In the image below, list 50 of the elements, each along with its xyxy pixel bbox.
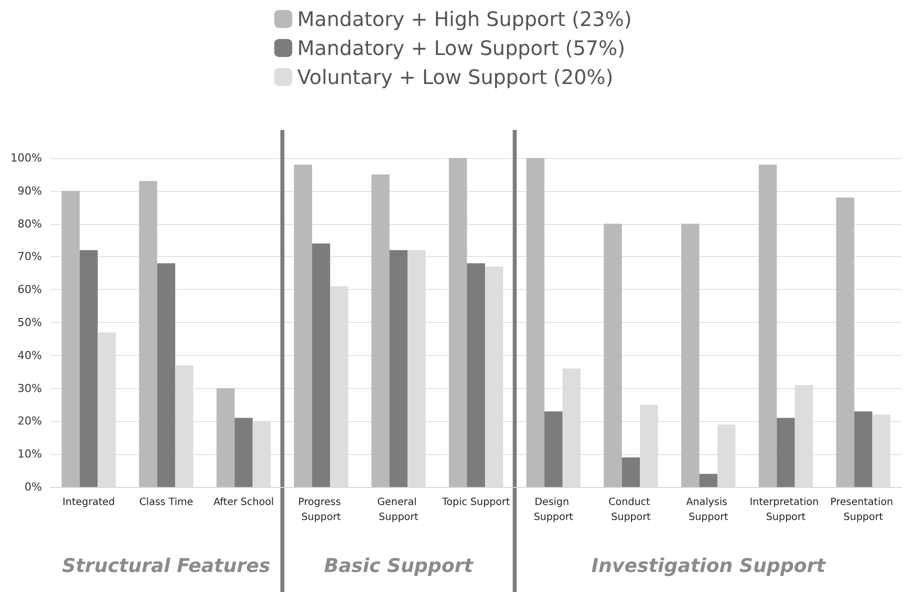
bar xyxy=(854,411,872,487)
x-tick-label: Progress Support xyxy=(298,497,344,523)
y-tick-label: 40% xyxy=(18,348,42,362)
x-tick-label: Analysis Support xyxy=(686,497,731,523)
bar xyxy=(681,224,700,487)
y-tick-label: 50% xyxy=(18,316,42,329)
x-tick-label: Integrated xyxy=(62,497,115,508)
text: Structural Features xyxy=(62,555,270,577)
y-tick-label: 60% xyxy=(18,283,42,296)
y-tick-label: 10% xyxy=(18,448,42,461)
bar xyxy=(448,158,467,487)
bar xyxy=(80,250,98,487)
bar xyxy=(294,164,312,487)
bar xyxy=(312,244,330,487)
x-tick-label: Interpretation Support xyxy=(750,497,822,523)
bar xyxy=(544,411,562,487)
legend-label: Voluntary + Low Support (20%) xyxy=(297,65,614,89)
x-tick-label: Class Time xyxy=(139,497,194,508)
bar xyxy=(776,418,795,487)
y-tick-label: 70% xyxy=(18,250,42,264)
y-tick-label: 100% xyxy=(10,152,42,164)
y-tick-label: 90% xyxy=(18,184,42,198)
bar xyxy=(758,164,777,487)
text: Basic Support xyxy=(324,555,474,577)
bar xyxy=(371,174,390,487)
bar xyxy=(604,224,622,487)
bar xyxy=(526,158,544,487)
bar xyxy=(390,250,408,487)
y-tick-label: 20% xyxy=(18,414,42,428)
y-tick-label: 0% xyxy=(24,480,42,494)
legend-label: Mandatory + Low Support (57%) xyxy=(297,36,626,60)
x-tick-label: After School xyxy=(213,497,274,508)
x-tick-label: Presentation Support xyxy=(830,497,896,523)
x-tick-label: General Support xyxy=(377,497,420,523)
bar xyxy=(699,474,718,487)
bar xyxy=(234,418,253,487)
legend-label: Mandatory + High Support (23%) xyxy=(297,7,632,31)
bar xyxy=(622,457,640,487)
y-tick-label: 80% xyxy=(18,217,42,230)
y-tick-label: 30% xyxy=(18,382,42,395)
bar xyxy=(62,190,80,487)
bar xyxy=(157,263,176,487)
x-tick-label: Topic Support xyxy=(441,497,510,508)
x-tick-label: Conduct Support xyxy=(608,497,654,523)
bar xyxy=(836,197,854,487)
bar xyxy=(139,181,158,487)
x-tick-label: Design Support xyxy=(534,497,574,523)
bar xyxy=(466,263,486,487)
bar xyxy=(216,388,235,487)
text: Investigation Support xyxy=(591,555,826,577)
